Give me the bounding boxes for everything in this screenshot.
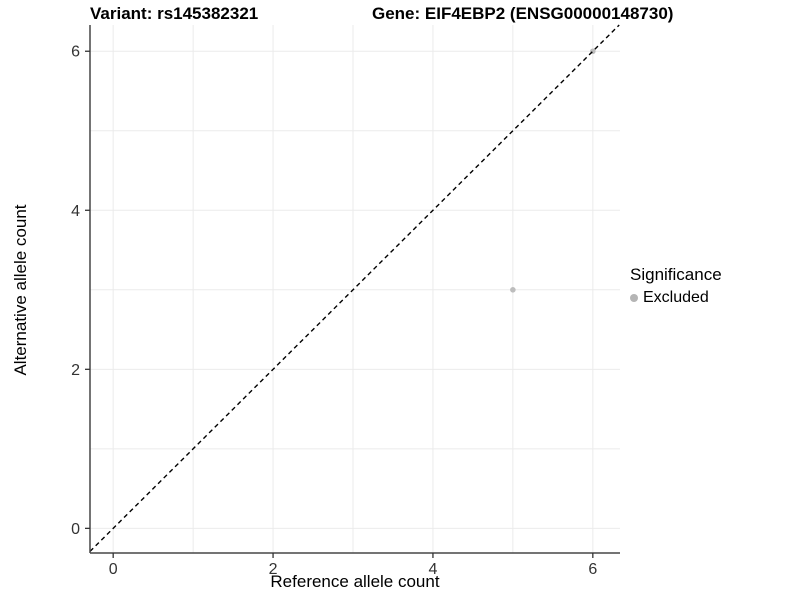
data-point xyxy=(510,286,516,293)
x-axis-title: Reference allele count xyxy=(270,572,440,591)
legend-item-excluded: Excluded xyxy=(630,289,722,307)
legend: Significance Excluded xyxy=(630,265,722,307)
gene-title: Gene: EIF4EBP2 (ENSG00000148730) xyxy=(372,4,674,23)
x-tick-label: 2 xyxy=(269,561,278,578)
y-tick-label: 4 xyxy=(71,203,80,220)
y-axis-title: Alternative allele count xyxy=(11,204,30,376)
y-tick-label: 6 xyxy=(71,44,80,61)
y-tick-label: 2 xyxy=(71,362,80,379)
x-tick-label: 4 xyxy=(428,561,437,578)
excluded-point-icon xyxy=(630,294,638,302)
legend-item-label: Excluded xyxy=(643,289,709,306)
x-tick-label: 6 xyxy=(588,561,597,578)
identity-line xyxy=(89,24,620,552)
y-tick-label: 0 xyxy=(71,521,80,538)
legend-title: Significance xyxy=(630,265,722,284)
x-tick-label: 0 xyxy=(109,561,118,578)
variant-title: Variant: rs145382321 xyxy=(90,4,259,23)
